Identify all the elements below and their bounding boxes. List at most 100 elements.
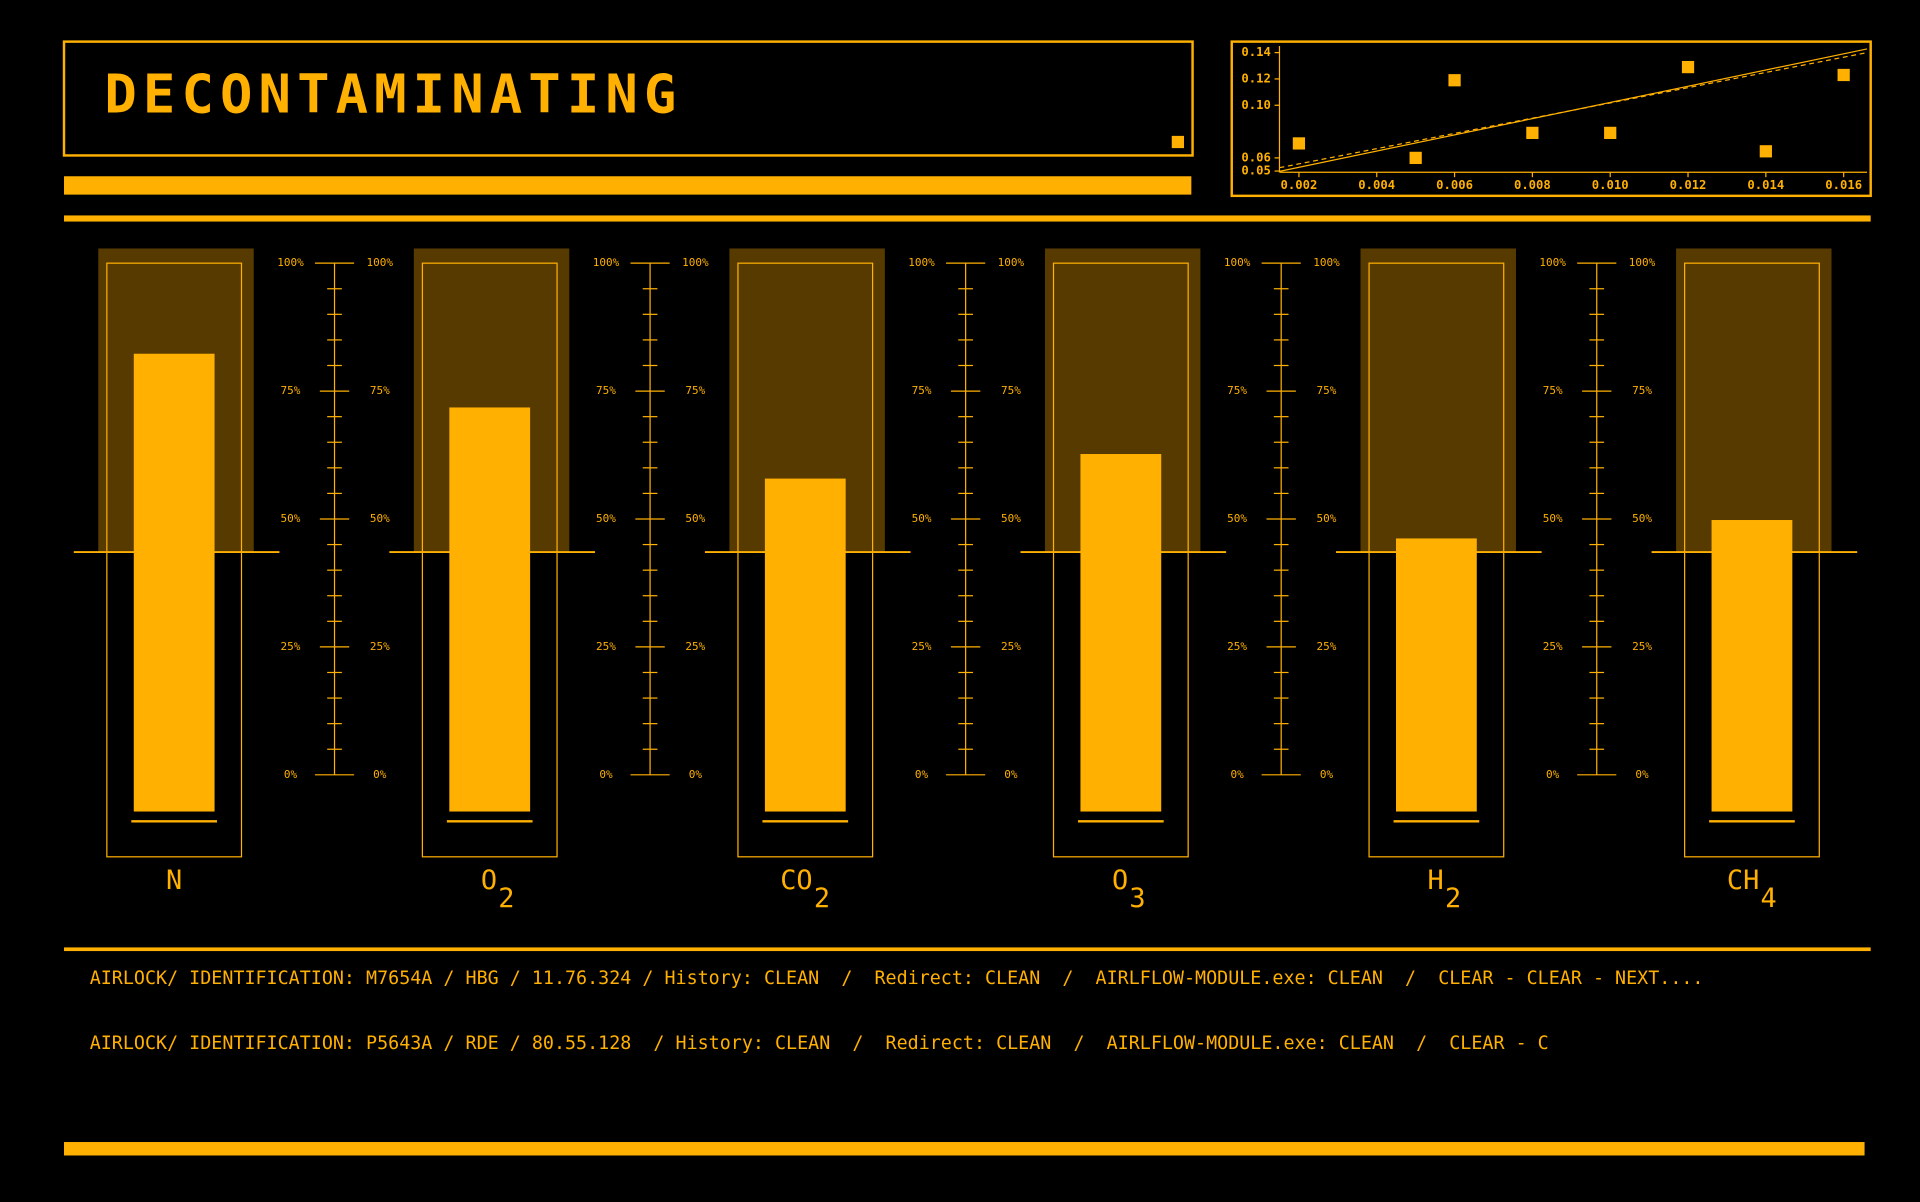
ruler-label: 100% [1224, 256, 1251, 269]
y-tick-label: 0.05 [1241, 164, 1270, 178]
ruler-label: 75% [1317, 384, 1337, 397]
ruler-label: 100% [367, 256, 394, 269]
x-tick-label: 0.010 [1592, 178, 1629, 192]
gauge-frame [1368, 262, 1505, 858]
divider [64, 947, 1871, 952]
gas-label: H [1428, 865, 1444, 896]
gas-subscript: 2 [498, 883, 514, 914]
bar [1711, 520, 1793, 812]
title: DECONTAMINATING [104, 63, 682, 126]
ruler-label: 50% [1227, 512, 1247, 525]
ruler-label: 25% [596, 640, 616, 653]
ruler-label: 75% [596, 384, 616, 397]
bar [133, 353, 215, 812]
point [1837, 68, 1850, 82]
ruler-label: 0% [1546, 768, 1560, 781]
ruler-label: 75% [370, 384, 390, 397]
y-tick-label: 0.06 [1241, 150, 1270, 164]
ruler-label: 0% [1635, 768, 1649, 781]
bar [449, 407, 531, 812]
ruler-label: 75% [912, 384, 932, 397]
ruler-label: 75% [1632, 384, 1652, 397]
x-tick-label: 0.002 [1281, 178, 1318, 192]
ruler-label: 0% [1230, 768, 1244, 781]
gas-subscript: 4 [1761, 883, 1777, 914]
bar [1080, 454, 1162, 812]
point [1409, 151, 1422, 165]
scatter-box [1230, 40, 1872, 198]
ruler-label: 100% [682, 256, 709, 269]
gas-label: O [481, 865, 497, 896]
ruler-label: 25% [1001, 640, 1021, 653]
title-box [62, 40, 1194, 157]
ruler-label: 50% [370, 512, 390, 525]
ruler-label: 25% [1632, 640, 1652, 653]
x-tick-label: 0.004 [1358, 178, 1395, 192]
gauge-shade [1676, 248, 1832, 553]
x-tick-label: 0.014 [1747, 178, 1784, 192]
ruler-label: 100% [908, 256, 935, 269]
indicator [1171, 135, 1184, 149]
point [1448, 74, 1461, 87]
gas-subscript: 2 [1445, 883, 1461, 914]
gauge-frame [421, 262, 558, 858]
ruler-label: 50% [1543, 512, 1563, 525]
log-line: AIRLOCK/ IDENTIFICATION: M7654A / HBG / … [90, 968, 1704, 989]
ruler-label: 50% [1001, 512, 1021, 525]
bar [764, 478, 846, 812]
gas-label: CO [780, 865, 812, 896]
gas-subscript: 3 [1129, 883, 1145, 914]
x-tick-label: 0.016 [1825, 178, 1862, 192]
gas-label: N [166, 865, 182, 896]
ruler-label: 50% [1317, 512, 1337, 525]
ruler-label: 0% [599, 768, 613, 781]
divider [64, 215, 1871, 222]
ruler-label: 0% [915, 768, 929, 781]
ruler-label: 75% [1227, 384, 1247, 397]
gauge-frame [1684, 262, 1820, 858]
ruler-label: 100% [593, 256, 620, 269]
ruler-label: 0% [284, 768, 298, 781]
ruler-label: 75% [281, 384, 301, 397]
ruler-label: 50% [1632, 512, 1652, 525]
ruler-label: 100% [277, 256, 304, 269]
ruler-label: 0% [1004, 768, 1018, 781]
ruler-label: 25% [1543, 640, 1563, 653]
progress-bar [64, 176, 1192, 195]
trend-line-dashed [1279, 52, 1868, 169]
footer-bar [64, 1142, 1865, 1156]
y-tick-label: 0.10 [1241, 98, 1270, 112]
x-tick-label: 0.006 [1436, 178, 1473, 192]
gauge-frame [1052, 262, 1189, 858]
gauge-frame [737, 262, 874, 858]
gauge-frame [106, 262, 243, 858]
point [1526, 126, 1539, 140]
ruler-label: 25% [685, 640, 705, 653]
y-tick-label: 0.14 [1241, 45, 1270, 59]
ruler-label: 75% [1543, 384, 1563, 397]
ruler-label: 0% [373, 768, 387, 781]
ruler-label: 100% [1313, 256, 1340, 269]
gauge-shade [1360, 248, 1516, 553]
ruler-label: 25% [1317, 640, 1337, 653]
y-tick-label: 0.12 [1241, 71, 1270, 85]
ruler-label: 50% [596, 512, 616, 525]
ruler-label: 0% [1320, 768, 1334, 781]
ruler-label: 50% [912, 512, 932, 525]
bar [1396, 538, 1477, 812]
ruler-label: 25% [1227, 640, 1247, 653]
point [1759, 145, 1772, 158]
ruler-label: 50% [685, 512, 705, 525]
trend-line [1279, 48, 1868, 172]
ruler-label: 25% [370, 640, 390, 653]
point [1604, 126, 1617, 140]
ruler-label: 100% [1629, 256, 1656, 269]
gas-label: O [1112, 865, 1128, 896]
ruler-label: 50% [281, 512, 301, 525]
ruler-label: 25% [912, 640, 932, 653]
ruler-label: 100% [1539, 256, 1566, 269]
point [1681, 60, 1695, 74]
ruler-label: 75% [685, 384, 705, 397]
